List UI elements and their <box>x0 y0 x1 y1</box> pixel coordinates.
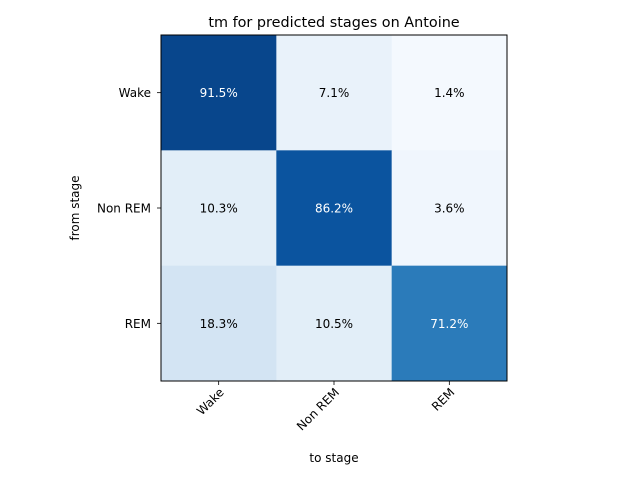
y-tick-label: Non REM <box>97 202 151 216</box>
x-tick-label: Wake <box>194 385 227 418</box>
heatmap-cell <box>391 35 508 151</box>
cell-value-label: 18.3% <box>200 317 238 331</box>
heatmap-cell <box>276 265 393 382</box>
heatmap-cell <box>276 150 393 267</box>
heatmap-cell <box>276 35 393 151</box>
y-tick-label: Wake <box>119 86 151 100</box>
cell-value-label: 71.2% <box>430 317 468 331</box>
x-axis: Wake Non REM REM <box>194 381 457 433</box>
heatmap-cell-labels: 91.5% 7.1% 1.4% 10.3% 86.2% 3.6% 18.3% 10.5% 71.… <box>200 86 469 331</box>
cell-value-label: 1.4% <box>434 86 465 100</box>
y-axis-label: from stage <box>68 175 82 240</box>
chart-title: tm for predicted stages on Antoine <box>208 15 459 31</box>
x-tick-label: Non REM <box>294 385 342 433</box>
heatmap-cell <box>161 265 277 382</box>
heatmap-cell <box>391 265 508 382</box>
cell-value-label: 10.5% <box>315 317 353 331</box>
cell-value-label: 86.2% <box>315 202 353 216</box>
heatmap-cell <box>391 150 508 267</box>
cell-value-label: 3.6% <box>434 202 465 216</box>
heatmap-cells <box>161 35 508 382</box>
x-tick-label: REM <box>429 385 457 413</box>
cell-value-label: 7.1% <box>319 86 350 100</box>
heatmap-cell <box>161 35 277 151</box>
cell-value-label: 10.3% <box>200 202 238 216</box>
cell-value-label: 91.5% <box>200 86 238 100</box>
heatmap-cell <box>161 150 277 267</box>
y-tick-label: REM <box>125 317 151 331</box>
y-axis: Wake Non REM REM <box>97 86 161 331</box>
x-axis-label: to stage <box>309 451 358 465</box>
